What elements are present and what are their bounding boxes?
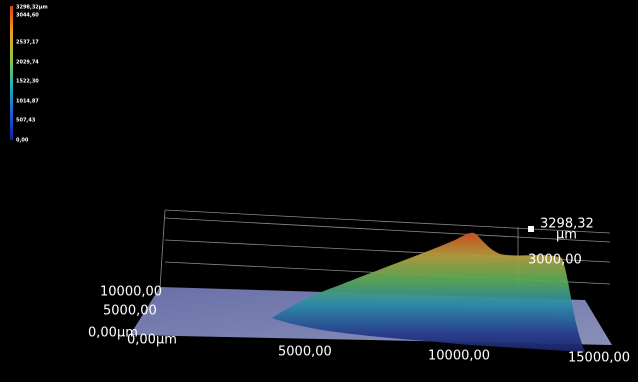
- z-max-unit: µm: [556, 228, 577, 243]
- colorbar-label: 2029,74: [16, 60, 39, 66]
- colorbar-label: 3044,60: [16, 13, 39, 19]
- z-label: 3000,00: [528, 253, 582, 268]
- colorbar-label: 3298,32µm: [16, 5, 48, 11]
- width-label: 5000,00: [278, 345, 332, 360]
- depth-label: 10000,00: [100, 285, 162, 300]
- colorbar: [10, 6, 13, 140]
- colorbar-label: 507,43: [16, 118, 36, 124]
- colorbar-label: 1014,87: [16, 99, 39, 105]
- colorbar-label: 1522,30: [16, 79, 39, 85]
- depth-label: 5000,00: [103, 304, 157, 319]
- max-marker: [528, 226, 534, 232]
- colorbar-labels: 3298,32µm 3044,60 2537,17 2029,74 1522,3…: [16, 5, 48, 144]
- width-label: 15000,00: [568, 351, 630, 366]
- width-label: 0,00µm: [127, 333, 177, 348]
- width-label: 10000,00: [428, 349, 490, 364]
- viewer: 3298,32µm 3044,60 2537,17 2029,74 1522,3…: [0, 0, 638, 382]
- colorbar-label: 2537,17: [16, 40, 39, 46]
- colorbar-label: 0,00: [16, 138, 29, 144]
